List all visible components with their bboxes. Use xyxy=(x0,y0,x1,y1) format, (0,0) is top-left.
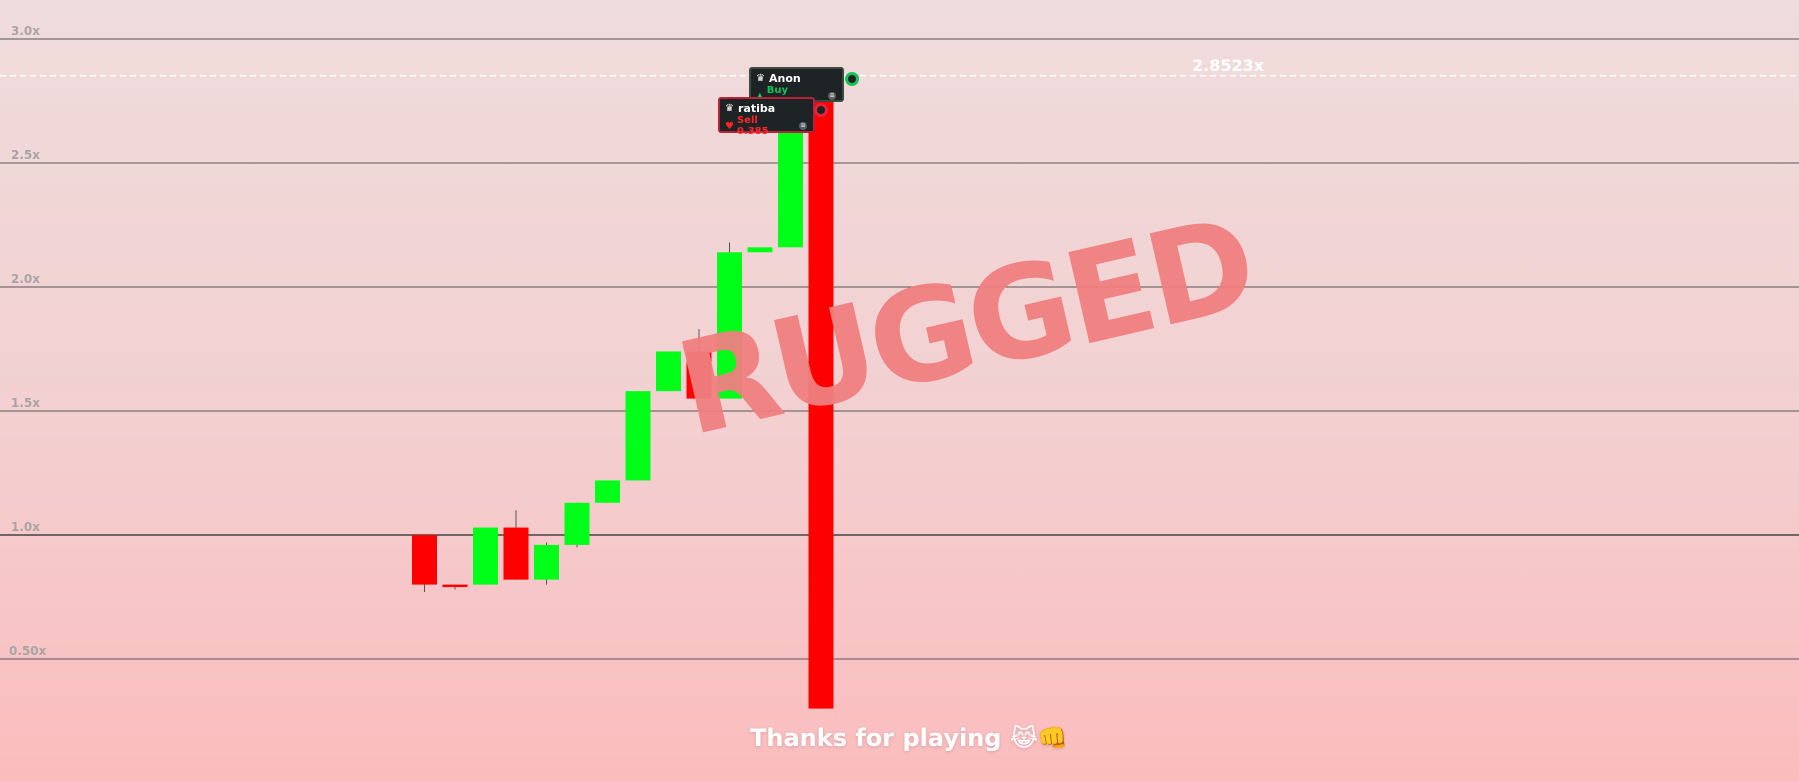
trader-name: Anon xyxy=(768,72,801,85)
sell-icon: ♥ xyxy=(725,120,734,132)
candle xyxy=(656,351,681,392)
candle xyxy=(503,510,529,580)
candle-body-down xyxy=(503,527,529,580)
list-icon: ≡ xyxy=(799,122,807,130)
candle xyxy=(686,329,712,399)
buy-icon: ▲ xyxy=(756,90,764,102)
y-tick-label: 2.5x xyxy=(11,148,40,162)
candle xyxy=(625,391,651,481)
candle xyxy=(717,242,742,399)
candle xyxy=(808,76,834,709)
trade-marker-anon[interactable] xyxy=(845,72,859,86)
y-tick-label: 1.0x xyxy=(11,520,40,534)
candle xyxy=(564,502,590,548)
candle-body-up xyxy=(747,247,773,253)
candle-body-down xyxy=(412,535,437,585)
candle xyxy=(534,542,559,585)
candle xyxy=(442,584,468,590)
candle-body-down xyxy=(686,351,712,399)
candle xyxy=(473,527,498,585)
candle xyxy=(412,535,437,593)
candle-body-up xyxy=(473,527,498,585)
list-icon: ≡ xyxy=(828,92,836,100)
trade-tag-name-row: ♛ ratiba xyxy=(725,102,807,115)
y-tick-label: 3.0x xyxy=(11,24,40,38)
candle-body-up xyxy=(564,502,590,545)
candle-body-up xyxy=(625,391,651,481)
y-tick-label: 2.0x xyxy=(11,272,40,286)
crown-icon: ♛ xyxy=(756,73,765,84)
trade-tag-ratiba[interactable]: ♛ ratiba ♥ Sell 0.385 ≡ xyxy=(718,97,815,137)
candle-body-up xyxy=(534,544,559,580)
gridlines xyxy=(0,38,1799,660)
peak-multiplier-label: 2.8523x xyxy=(1192,55,1265,75)
candle-body-up xyxy=(595,480,620,503)
candle-body-up xyxy=(656,351,681,392)
trade-action-text: Sell 0.385 xyxy=(736,115,769,137)
candle xyxy=(595,480,620,503)
trade-marker-ratiba[interactable] xyxy=(814,103,828,117)
trader-name: ratiba xyxy=(737,102,776,115)
y-tick-label: 0.50x xyxy=(9,644,47,658)
crown-icon: ♛ xyxy=(725,103,734,114)
candle-body-down xyxy=(808,76,834,709)
candle xyxy=(747,247,773,253)
trade-tag-name-row: ♛ Anon xyxy=(756,72,836,85)
trade-action: ♥ Sell 0.385 ≡ xyxy=(725,115,807,137)
thanks-message: Thanks for playing 😹👊 xyxy=(750,724,1068,752)
thanks-text: Thanks for playing xyxy=(750,724,1002,752)
candle-body-down xyxy=(442,584,468,588)
candle-body-up xyxy=(717,252,742,399)
y-tick-label: 1.5x xyxy=(11,396,40,410)
laughing-cat-fist-icon: 😹👊 xyxy=(1009,724,1068,752)
